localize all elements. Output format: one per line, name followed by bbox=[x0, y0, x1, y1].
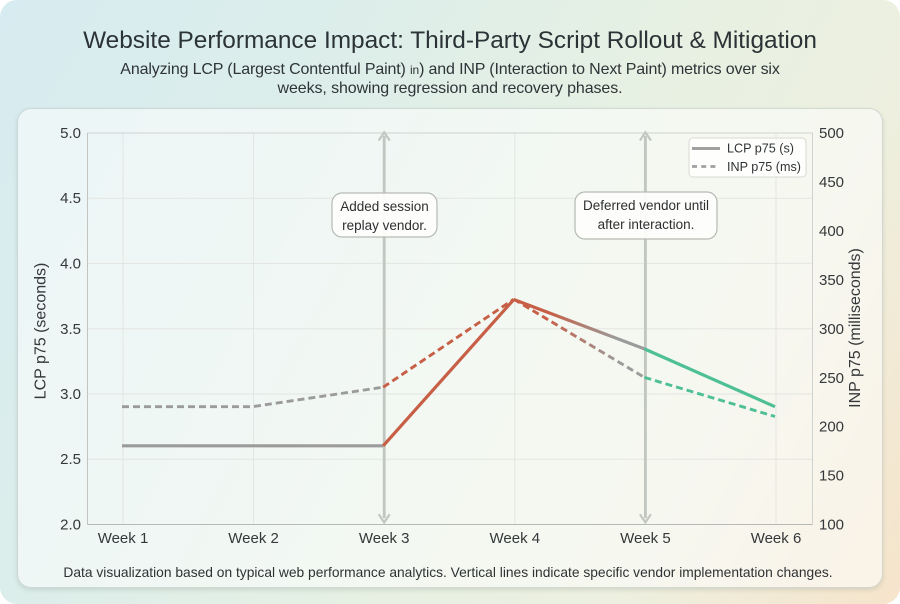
svg-text:450: 450 bbox=[819, 174, 844, 191]
svg-text:300: 300 bbox=[819, 321, 844, 338]
svg-text:after interaction.: after interaction. bbox=[598, 217, 695, 232]
svg-text:4.0: 4.0 bbox=[60, 256, 81, 273]
svg-text:2.0: 2.0 bbox=[60, 517, 81, 534]
svg-text:200: 200 bbox=[819, 419, 844, 436]
svg-text:Week 4: Week 4 bbox=[490, 530, 541, 547]
svg-text:Data visualization based on ty: Data visualization based on typical web … bbox=[63, 565, 832, 580]
svg-text:100: 100 bbox=[819, 517, 844, 534]
svg-text:Week 1: Week 1 bbox=[98, 530, 149, 547]
svg-text:4.5: 4.5 bbox=[60, 190, 81, 207]
svg-text:INP p75 (milliseconds): INP p75 (milliseconds) bbox=[847, 248, 864, 408]
svg-text:LCP p75 (s): LCP p75 (s) bbox=[727, 142, 794, 156]
svg-text:3.5: 3.5 bbox=[60, 321, 81, 338]
svg-text:400: 400 bbox=[819, 223, 844, 240]
svg-text:5.0: 5.0 bbox=[60, 125, 81, 142]
svg-text:LCP p75 (seconds): LCP p75 (seconds) bbox=[33, 263, 50, 400]
svg-text:2.5: 2.5 bbox=[60, 451, 81, 468]
svg-text:150: 150 bbox=[819, 468, 844, 485]
svg-text:500: 500 bbox=[819, 125, 844, 142]
svg-text:3.0: 3.0 bbox=[60, 386, 81, 403]
svg-text:Added session: Added session bbox=[340, 199, 429, 214]
svg-text:Week 6: Week 6 bbox=[751, 530, 802, 547]
svg-text:INP p75 (ms): INP p75 (ms) bbox=[727, 160, 801, 174]
svg-text:replay vendor.: replay vendor. bbox=[342, 218, 427, 233]
svg-text:350: 350 bbox=[819, 272, 844, 289]
svg-text:Week 5: Week 5 bbox=[620, 530, 671, 547]
svg-text:Deferred vendor until: Deferred vendor until bbox=[583, 198, 709, 213]
svg-text:Week 3: Week 3 bbox=[359, 530, 410, 547]
svg-text:Week 2: Week 2 bbox=[228, 530, 279, 547]
svg-text:250: 250 bbox=[819, 370, 844, 387]
